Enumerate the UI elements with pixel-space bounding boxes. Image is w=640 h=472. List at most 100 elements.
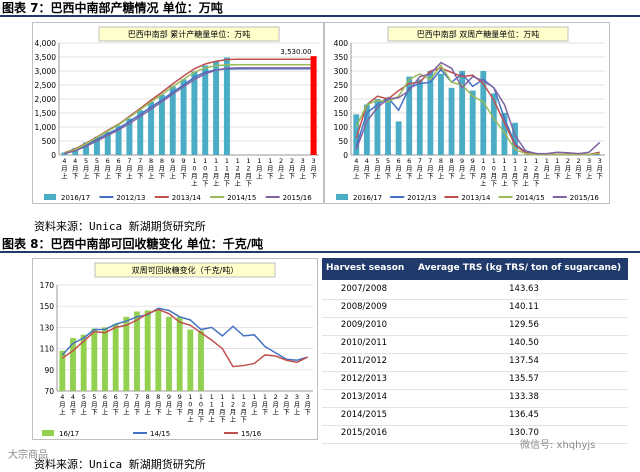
column-harvest-season: Harvest season bbox=[326, 263, 405, 273]
x-tick-label: 7 月下 bbox=[134, 393, 141, 416]
x-tick-label: 9 月上 bbox=[166, 393, 173, 416]
x-tick-label: 6 月上 bbox=[105, 157, 112, 180]
y-tick-label: 2,000 bbox=[35, 95, 57, 104]
bar bbox=[158, 94, 165, 155]
bar bbox=[155, 309, 162, 391]
trs-value-cell: 140.11 bbox=[509, 302, 539, 312]
bar bbox=[438, 73, 444, 155]
highlight-bar bbox=[310, 56, 317, 155]
table-row: 2014/2015 136.45 bbox=[322, 407, 628, 426]
x-tick-label: 1 1 月下 bbox=[512, 157, 519, 188]
x-tick-label: 4 月上 bbox=[59, 393, 66, 416]
harvest-season-cell: 2013/2014 bbox=[340, 392, 388, 402]
x-tick-label: 1 0 月上 bbox=[480, 157, 487, 188]
legend-label: 2012/13 bbox=[116, 194, 145, 202]
y-tick-label: 0 bbox=[51, 151, 56, 160]
bar bbox=[176, 316, 183, 391]
harvest-season-cell: 2015/2016 bbox=[340, 428, 388, 438]
x-tick-label: 5 月上 bbox=[374, 157, 381, 180]
table-row: 2008/2009 140.11 bbox=[322, 299, 628, 318]
x-tick-label: 1 2 月下 bbox=[533, 157, 540, 188]
x-tick-label: 5 月下 bbox=[385, 157, 392, 180]
bar bbox=[191, 71, 198, 155]
x-tick-label: 1 0 月上 bbox=[187, 393, 194, 424]
watermark-left: 大宗商品 bbox=[8, 450, 48, 461]
chart-title-box bbox=[94, 262, 276, 278]
x-tick-label: 1 0 月下 bbox=[491, 157, 498, 188]
bar bbox=[83, 142, 90, 155]
trs-chart: 双周可回收糖变化（千克/吨） 70 90 110 130 150 170 4 月上 4 月下 5 月上 5… bbox=[32, 258, 318, 440]
harvest-season-cell: 2011/2012 bbox=[340, 356, 388, 366]
cumulative-sugar-chart: 巴西中南部 累计产糖量单位：万吨 0 500 1,000 1,500 2,000 2,500… bbox=[32, 22, 324, 204]
bar bbox=[59, 350, 66, 391]
trs-table-header: Harvest season Average TRS (kg TRS/ ton … bbox=[322, 258, 628, 280]
x-tick-label: 3 月上 bbox=[586, 157, 593, 180]
x-tick-label: 6 月下 bbox=[112, 393, 119, 416]
y-tick-label: 100 bbox=[334, 123, 349, 132]
bar bbox=[126, 118, 133, 155]
x-tick-label: 7 月上 bbox=[126, 157, 133, 180]
trs-value-cell: 136.45 bbox=[509, 410, 539, 420]
harvest-season-cell: 2012/2013 bbox=[340, 374, 388, 384]
trs-svg: 双周可回收糖变化（千克/吨） 70 90 110 130 150 170 4 月上 4 月下5 月上 5… bbox=[40, 262, 313, 438]
bar bbox=[416, 79, 423, 155]
x-tick-label: 1 2 月下 bbox=[240, 393, 247, 424]
y-tick-label: 500 bbox=[42, 137, 57, 146]
bar bbox=[144, 310, 151, 391]
x-tick-label: 3 月下 bbox=[304, 393, 311, 416]
x-tick-label: 9 月上 bbox=[170, 157, 177, 180]
trs-value-cell: 137.54 bbox=[509, 356, 539, 366]
legend-label: 2016/17 bbox=[61, 194, 90, 202]
bar bbox=[363, 104, 370, 155]
x-tick-label: 3 月下 bbox=[310, 157, 317, 180]
trs-value-cell: 129.56 bbox=[509, 320, 539, 330]
x-tick-label: 6 月下 bbox=[115, 157, 122, 180]
x-tick-label: 3 月上 bbox=[294, 393, 301, 416]
legend-swatch bbox=[336, 194, 348, 200]
x-tick-label: 1 1 月上 bbox=[213, 157, 220, 188]
x-tick-label: 5 月上 bbox=[83, 157, 90, 180]
annotation-label: 3,530.00 bbox=[280, 48, 311, 56]
bar bbox=[198, 330, 204, 391]
y-tick-label: 250 bbox=[334, 81, 349, 90]
bar bbox=[223, 57, 230, 156]
x-tick-label: 1 2 月上 bbox=[522, 157, 529, 188]
legend-label: 2014/15 bbox=[227, 194, 256, 202]
y-tick-label: 1,000 bbox=[35, 123, 57, 132]
watermark-right: 微信号: xhqhyjs bbox=[520, 440, 596, 451]
bar bbox=[123, 316, 130, 391]
x-tick-label: 6 月上 bbox=[102, 393, 109, 416]
cumulative-sugar-svg: 巴西中南部 累计产糖量单位：万吨 0 500 1,000 1,500 2,000 2,500… bbox=[35, 26, 319, 202]
legend-swatch bbox=[42, 430, 54, 436]
series-line bbox=[355, 68, 600, 156]
bar bbox=[180, 79, 187, 155]
y-tick-label: 300 bbox=[334, 67, 349, 76]
x-tick-label: 2 月上 bbox=[272, 393, 279, 416]
x-tick-label: 8 月上 bbox=[144, 393, 151, 416]
bar bbox=[490, 93, 497, 155]
x-tick-label: 7 月下 bbox=[427, 157, 434, 180]
table-row: 2015/2016 130.70 bbox=[322, 425, 628, 444]
trs-value-cell: 143.63 bbox=[509, 284, 539, 294]
x-tick-label: 1 月上 bbox=[544, 157, 551, 180]
table-row: 2007/2008 143.63 bbox=[322, 281, 628, 300]
x-tick-label: 2 月下 bbox=[289, 157, 296, 180]
series-line bbox=[61, 307, 308, 362]
x-tick-label: 4 月下 bbox=[72, 157, 79, 180]
source-note-2: 资料来源：Unica 新湖期货研究所 bbox=[34, 458, 206, 471]
bar bbox=[91, 328, 98, 391]
x-tick-label: 1 1 月下 bbox=[219, 393, 226, 424]
x-tick-label: 2 月下 bbox=[283, 393, 290, 416]
x-tick-label: 9 月下 bbox=[176, 393, 183, 416]
legend-label: 15/16 bbox=[241, 430, 262, 438]
x-tick-label: 3 月上 bbox=[300, 157, 307, 180]
y-tick-label: 0 bbox=[343, 151, 348, 160]
x-tick-label: 1 2 月下 bbox=[245, 157, 252, 188]
x-tick-label: 1 月下 bbox=[267, 157, 274, 180]
x-tick-label: 4 月上 bbox=[353, 157, 360, 180]
trs-value-cell: 133.38 bbox=[509, 392, 539, 402]
table-row: 2011/2012 137.54 bbox=[322, 353, 628, 372]
table-row: 2013/2014 133.38 bbox=[322, 389, 628, 408]
series-line bbox=[61, 308, 309, 368]
legend-label: 2013/14 bbox=[461, 194, 491, 202]
